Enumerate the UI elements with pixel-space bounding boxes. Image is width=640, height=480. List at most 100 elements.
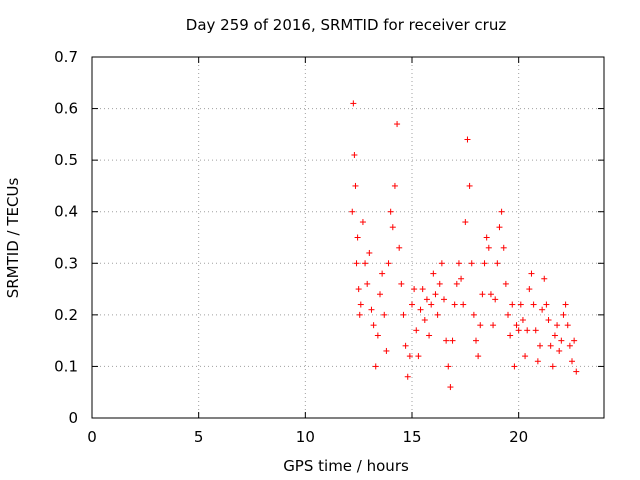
data-point (421, 317, 428, 324)
data-point (356, 311, 363, 318)
data-point (490, 322, 497, 329)
data-point (389, 224, 396, 231)
data-points (349, 100, 580, 391)
data-point (359, 219, 366, 226)
data-point (547, 342, 554, 349)
data-point (374, 332, 381, 339)
data-point (443, 337, 450, 344)
data-point (569, 358, 575, 365)
data-point (562, 301, 569, 308)
y-tick-label: 0 (68, 409, 78, 427)
data-point (519, 317, 526, 324)
data-point (566, 342, 573, 349)
data-point (571, 337, 578, 344)
data-point (532, 327, 539, 334)
data-point (413, 327, 420, 334)
data-point (381, 311, 388, 318)
data-point (353, 260, 360, 267)
data-point (564, 322, 571, 329)
data-point (511, 363, 518, 370)
y-tick-label: 0.2 (54, 306, 78, 324)
data-point (517, 301, 524, 308)
data-point (530, 301, 537, 308)
data-point (400, 311, 407, 318)
data-point (366, 249, 373, 256)
data-point (426, 332, 433, 339)
data-point (460, 301, 467, 308)
data-point (396, 244, 403, 251)
data-point (383, 347, 390, 354)
y-tick-label: 0.7 (54, 48, 78, 66)
x-tick-label: 10 (296, 428, 315, 446)
data-point (370, 322, 377, 329)
data-point (419, 286, 426, 293)
data-point (473, 337, 479, 344)
data-point (434, 311, 441, 318)
data-point (351, 151, 358, 158)
plot-frame (91, 56, 605, 419)
data-point (485, 244, 492, 251)
y-tick-label: 0.4 (54, 203, 78, 221)
data-point (350, 100, 357, 107)
data-point (455, 260, 462, 267)
data-point (464, 136, 471, 143)
data-point (451, 301, 458, 308)
data-point (357, 301, 364, 308)
chart-title: Day 259 of 2016, SRMTID for receiver cru… (186, 16, 507, 34)
data-point (462, 219, 469, 226)
data-point (372, 363, 379, 370)
data-point (500, 244, 507, 251)
y-tick-label: 0.6 (54, 100, 78, 118)
y-tick-label: 0.5 (54, 151, 78, 169)
data-point (364, 280, 371, 287)
data-point (449, 337, 456, 344)
data-point (402, 342, 409, 349)
data-point (502, 280, 509, 287)
data-point (428, 301, 435, 308)
data-point (423, 296, 430, 303)
data-point (524, 327, 531, 334)
data-point (551, 332, 558, 339)
data-point (447, 384, 454, 391)
data-point (415, 353, 422, 360)
data-point (387, 208, 394, 215)
x-tick-label: 15 (402, 428, 421, 446)
data-point (479, 291, 486, 298)
data-point (487, 291, 494, 298)
data-point (528, 270, 535, 277)
data-point (406, 353, 413, 360)
x-axis-label: GPS time / hours (283, 457, 409, 475)
x-tick-label: 20 (509, 428, 528, 446)
data-point (541, 275, 548, 282)
data-point (458, 275, 465, 282)
data-point (554, 322, 561, 329)
data-point (498, 208, 505, 215)
data-point (355, 286, 362, 293)
data-point (404, 373, 411, 380)
y-tick-label: 0.3 (54, 254, 78, 272)
data-point (432, 291, 439, 298)
data-point (509, 301, 516, 308)
x-tick-label: 5 (194, 428, 204, 446)
data-point (543, 301, 550, 308)
data-point (430, 270, 437, 277)
grid (92, 57, 604, 418)
data-point (481, 260, 488, 267)
y-tick-label: 0.1 (54, 357, 78, 375)
data-point (354, 234, 361, 241)
data-point (507, 332, 514, 339)
data-point (391, 182, 398, 189)
data-point (545, 317, 552, 324)
data-point (411, 286, 418, 293)
data-point (398, 280, 405, 287)
data-point (494, 260, 501, 267)
data-point (468, 260, 475, 267)
data-point (379, 270, 386, 277)
data-point (470, 311, 477, 318)
data-point (558, 337, 565, 344)
data-point (475, 353, 482, 360)
axes: 0 5 10 15 20 0 0.1 0.2 0.3 0.4 0.5 0.6 0.7 (54, 48, 605, 446)
data-point (515, 327, 522, 334)
data-point (526, 286, 533, 293)
